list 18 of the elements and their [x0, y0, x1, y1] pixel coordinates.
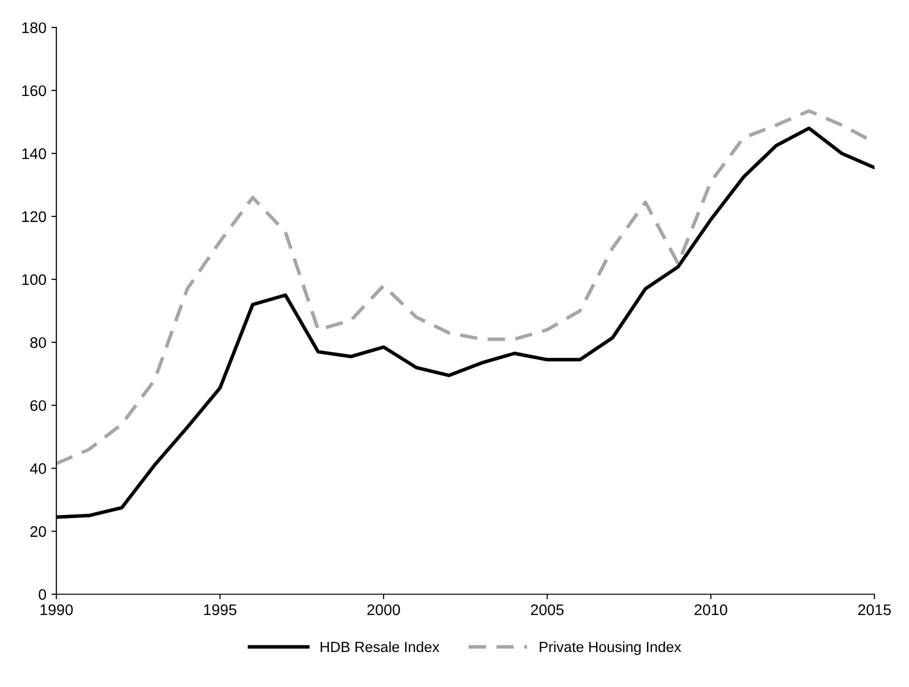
x-tick-label: 2015	[858, 604, 891, 616]
y-tick-label: 100	[22, 274, 46, 286]
x-tick-label: 2000	[367, 604, 400, 616]
y-tick-label: 60	[30, 400, 46, 412]
legend-label: Private Housing Index	[540, 641, 682, 655]
y-tick-label: 160	[22, 85, 46, 96]
y-tick-label: 20	[30, 526, 46, 537]
x-tick-label: 1990	[40, 604, 73, 616]
x-tick-label: 2010	[694, 604, 728, 616]
y-tick-label: 0	[38, 589, 46, 600]
y-tick-label: 40	[30, 463, 46, 474]
y-tick-label: 120	[22, 211, 46, 222]
x-tick-label: 1995	[204, 604, 236, 616]
y-tick-label: 180	[22, 22, 46, 34]
x-tick-label: 2005	[530, 604, 564, 616]
y-tick-label: 80	[30, 337, 46, 348]
y-tick-label: 140	[22, 148, 46, 160]
legend-label: HDB Resale Index	[320, 641, 440, 652]
